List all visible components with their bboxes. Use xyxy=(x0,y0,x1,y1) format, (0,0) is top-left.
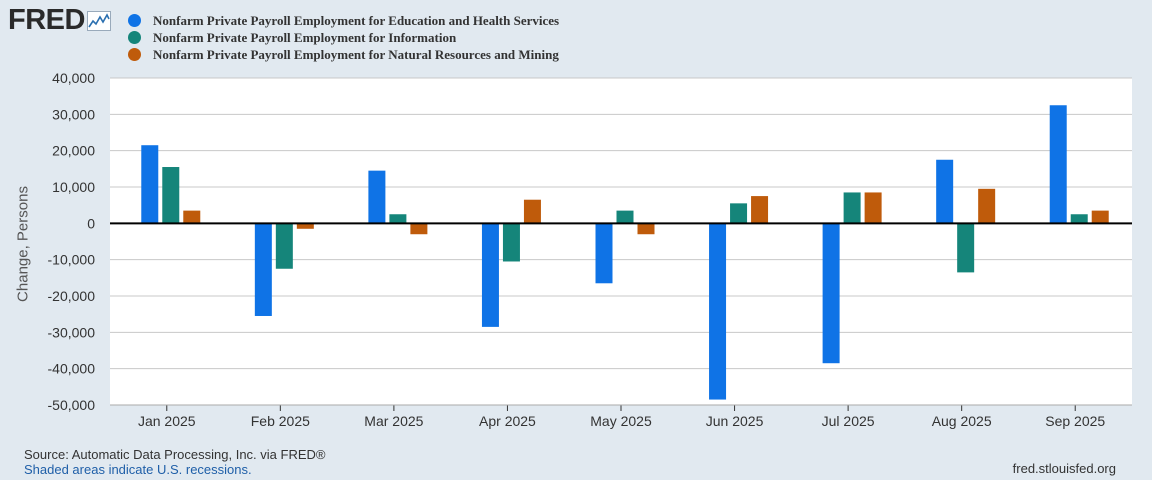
bar-education-health xyxy=(595,223,613,284)
bar-education-health xyxy=(368,170,386,224)
y-tick-label: 40,000 xyxy=(52,70,95,86)
legend-label-natural-resources: Nonfarm Private Payroll Employment for N… xyxy=(153,46,559,62)
source-note: Source: Automatic Data Processing, Inc. … xyxy=(24,447,326,462)
legend-label-education-health: Nonfarm Private Payroll Employment for E… xyxy=(153,12,560,28)
legend-swatch-education-health xyxy=(128,14,141,27)
bar-information xyxy=(843,192,861,224)
legend-label-information: Nonfarm Private Payroll Employment for I… xyxy=(153,29,457,45)
bar-natural-resources xyxy=(296,223,314,229)
y-tick-label: 30,000 xyxy=(52,106,95,122)
x-tick-label: Mar 2025 xyxy=(364,413,423,429)
bar-education-health xyxy=(481,223,499,327)
bar-natural-resources xyxy=(978,188,996,224)
x-tick-label: Sep 2025 xyxy=(1045,413,1105,429)
recession-note-link[interactable]: Shaded areas indicate U.S. recessions. xyxy=(24,462,252,477)
chart-area: -50,000 -40,000 -30,000 -20,000 -10,000 0 10,0… xyxy=(48,70,1132,429)
legend-item-education-health[interactable]: Nonfarm Private Payroll Employment for E… xyxy=(128,12,559,29)
x-tick-label: Apr 2025 xyxy=(479,413,536,429)
bar-natural-resources xyxy=(410,223,428,235)
y-tick-label: -10,000 xyxy=(48,252,96,268)
bar-natural-resources xyxy=(864,192,882,224)
bar-education-health xyxy=(709,223,727,400)
y-tick-label: -30,000 xyxy=(48,324,96,340)
bar-natural-resources xyxy=(523,199,541,224)
bar-chart: -50,000 -40,000 -30,000 -20,000 -10,000 0 10,0… xyxy=(48,70,1132,429)
bar-natural-resources xyxy=(751,196,769,224)
bar-information xyxy=(275,223,293,269)
bar-education-health xyxy=(936,159,954,224)
y-tick-label: 10,000 xyxy=(52,179,95,195)
fred-chart-icon xyxy=(86,10,111,31)
y-tick-label: -20,000 xyxy=(48,288,96,304)
y-tick-label: 20,000 xyxy=(52,143,95,159)
bar-information xyxy=(162,167,180,224)
bar-information xyxy=(616,210,634,224)
y-tick-label: -50,000 xyxy=(48,397,96,413)
bar-information xyxy=(730,203,748,224)
y-tick-label: -40,000 xyxy=(48,361,96,377)
bar-information xyxy=(957,223,975,273)
legend-swatch-natural-resources xyxy=(128,48,141,61)
x-tick-label: Aug 2025 xyxy=(932,413,992,429)
fred-logo-text: FRED xyxy=(8,4,85,36)
legend-swatch-information xyxy=(128,31,141,44)
x-tick-label: Feb 2025 xyxy=(251,413,310,429)
bar-information xyxy=(1070,214,1088,224)
x-tick-label: Jun 2025 xyxy=(706,413,764,429)
y-tick-label: 0 xyxy=(87,215,95,231)
bar-education-health xyxy=(1049,105,1067,224)
bar-information xyxy=(389,214,407,224)
legend-item-information[interactable]: Nonfarm Private Payroll Employment for I… xyxy=(128,29,559,46)
legend-item-natural-resources[interactable]: Nonfarm Private Payroll Employment for N… xyxy=(128,46,559,63)
bar-natural-resources xyxy=(637,223,655,235)
bar-natural-resources xyxy=(1091,210,1109,224)
bar-education-health xyxy=(254,223,272,316)
fred-site-link[interactable]: fred.stlouisfed.org xyxy=(1012,461,1116,476)
bar-education-health xyxy=(141,145,159,224)
bar-information xyxy=(502,223,520,262)
chart-footer: Source: Automatic Data Processing, Inc. … xyxy=(24,447,325,477)
bar-education-health xyxy=(822,223,840,364)
x-tick-label: May 2025 xyxy=(590,413,652,429)
fred-logo[interactable]: FRED xyxy=(8,4,111,37)
bar-natural-resources xyxy=(183,210,201,224)
x-tick-label: Jul 2025 xyxy=(822,413,875,429)
x-tick-label: Jan 2025 xyxy=(138,413,196,429)
chart-legend: Nonfarm Private Payroll Employment for E… xyxy=(128,12,559,63)
